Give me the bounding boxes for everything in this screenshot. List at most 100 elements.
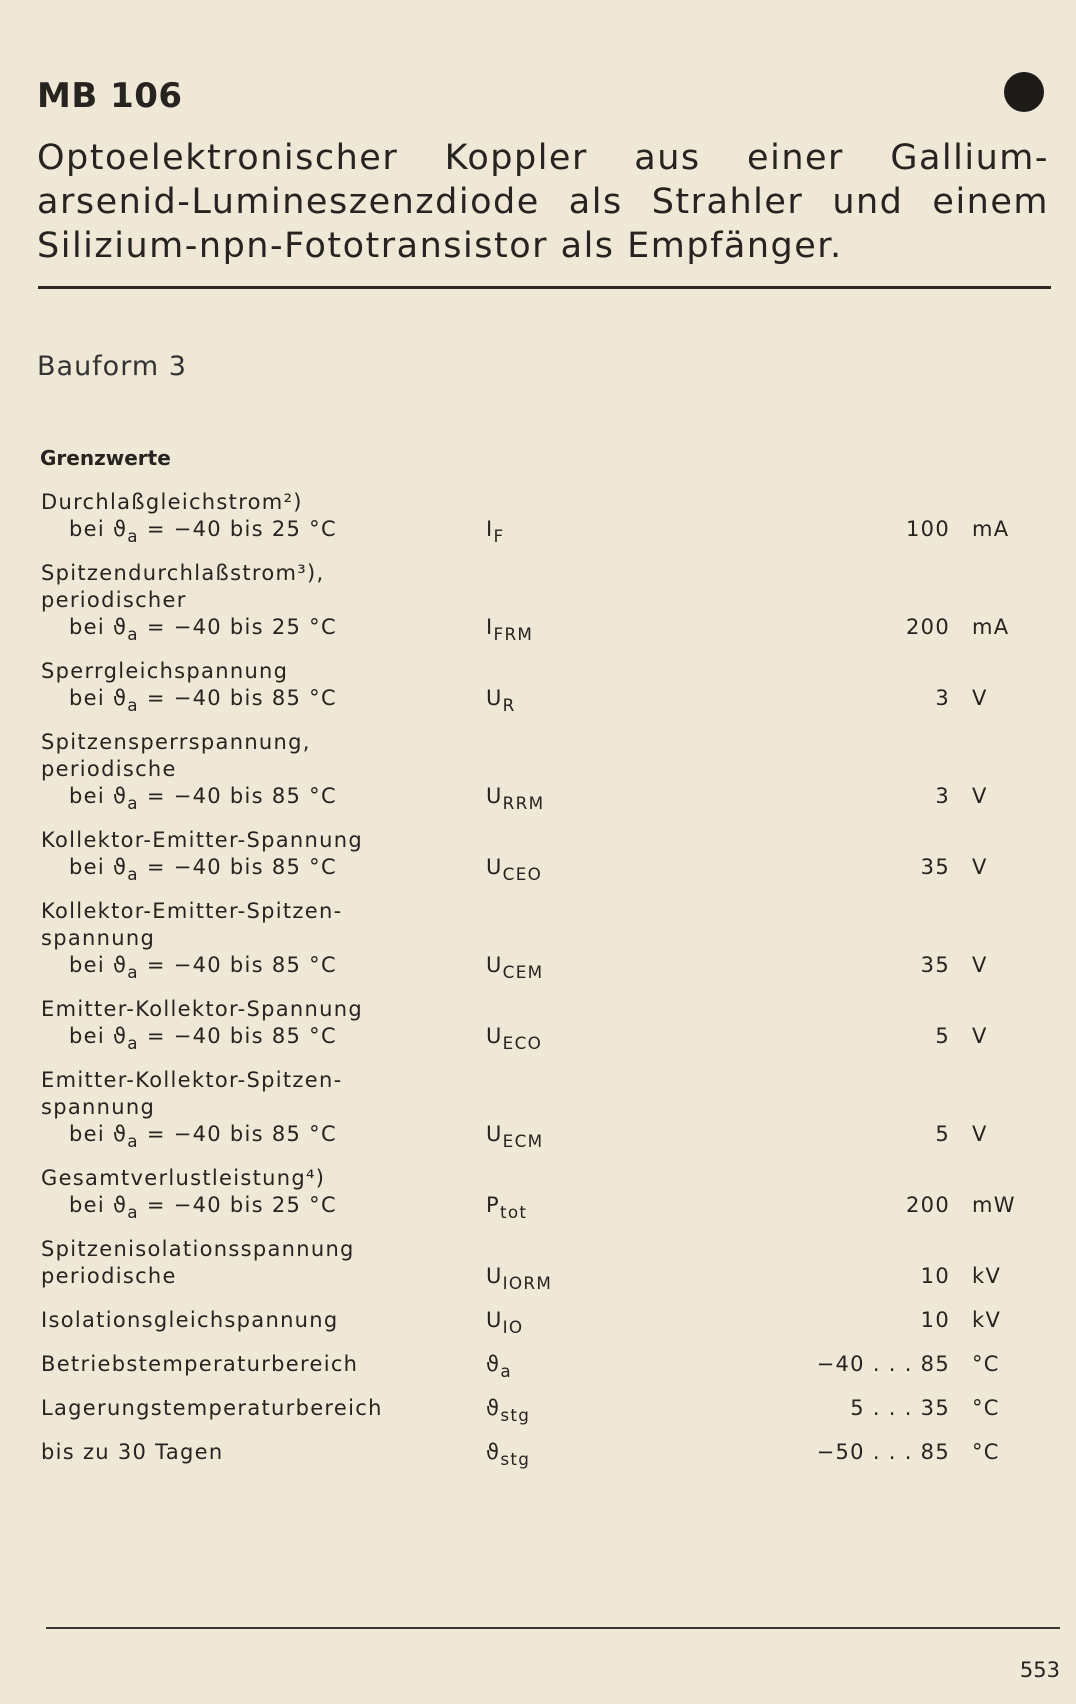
table-row: Spitzenisolationsspannung periodische UIOR… — [41, 1236, 1061, 1293]
parameter-line: Sperrgleichspannung — [41, 659, 289, 683]
condition-text: = −40 bis 85 °C — [138, 953, 337, 977]
symbol-subscript: ECO — [502, 1032, 543, 1053]
value: 35 — [920, 953, 950, 977]
condition: bei ϑa = −40 bis 25 °C — [41, 1192, 486, 1220]
table-row: Gesamtverlustleistung⁴) bei ϑa = −40 bis … — [41, 1165, 1061, 1220]
symbol: UIORM — [486, 1263, 706, 1293]
condition: bei ϑa = −40 bis 85 °C — [41, 1023, 486, 1053]
value: 10 — [920, 1308, 950, 1332]
parameter: Emitter-Kollektor-Spitzen-spannung bei ϑa… — [41, 1067, 486, 1149]
symbol: URRM — [486, 783, 706, 813]
value: 35 — [920, 855, 950, 879]
symbol-subscript: CEO — [502, 863, 543, 884]
parameter: Emitter-Kollektor-Spannung bei ϑa = −40 b… — [41, 996, 486, 1053]
parameter-line: Betriebstemperaturbereich — [41, 1352, 359, 1376]
condition-text: = −40 bis 85 °C — [138, 855, 337, 879]
symbol-main: U — [486, 686, 503, 710]
parameter: Lagerungstemperaturbereich — [41, 1395, 486, 1422]
parameter-line: Isolationsgleichspannung — [41, 1308, 339, 1332]
symbol-subscript: F — [493, 525, 505, 546]
condition-subscript: a — [127, 623, 139, 644]
parameter: Gesamtverlustleistung⁴) bei ϑa = −40 bis … — [41, 1165, 486, 1220]
marker-dot — [1004, 72, 1044, 112]
symbol-subscript: ECM — [502, 1130, 544, 1151]
condition-subscript: a — [127, 863, 139, 884]
table-row: Lagerungstemperaturbereich ϑstg 5 . . . 35… — [41, 1395, 1061, 1425]
symbol-main: I — [486, 517, 494, 541]
symbol-subscript: a — [500, 1360, 512, 1381]
parameter-line: Spitzensperrspannung, — [41, 730, 311, 754]
unit: mA — [972, 517, 1010, 541]
unit: V — [972, 784, 988, 808]
value: −50 . . . 85 — [816, 1440, 950, 1464]
unit: mA — [972, 615, 1010, 639]
table-row: Spitzendurchlaßstrom³), periodischer bei ϑ… — [41, 560, 1061, 644]
symbol-subscript: IO — [502, 1316, 524, 1337]
condition-text: = −40 bis 85 °C — [138, 1122, 337, 1146]
parameter: Durchlaßgleichstrom²) bei ϑa = −40 bis 25… — [41, 489, 486, 546]
condition-text: = −40 bis 85 °C — [138, 784, 337, 808]
parameter-line: Kollektor-Emitter-Spannung — [41, 828, 363, 852]
table: Durchlaßgleichstrom²) bei ϑa = −40 bis 25… — [41, 489, 1061, 1483]
condition-prefix: bei ϑ — [69, 615, 128, 639]
table-row: Isolationsgleichspannung UIO 10 kV — [41, 1307, 1061, 1337]
parameter-line: Emitter-Kollektor-Spitzen- — [41, 1068, 343, 1092]
unit: °C — [972, 1440, 1000, 1464]
condition-prefix: bei ϑ — [69, 1122, 128, 1146]
condition: bei ϑa = −40 bis 25 °C — [41, 614, 486, 644]
condition: bei ϑa = −40 bis 85 °C — [41, 783, 486, 811]
condition-text: = −40 bis 25 °C — [138, 517, 337, 541]
condition: bei ϑa = −40 bis 25 °C — [41, 516, 486, 546]
parameter-line: Spitzendurchlaßstrom³), — [41, 561, 325, 585]
value: 5 . . . 35 — [850, 1396, 950, 1420]
parameter-line: Kollektor-Emitter-Spitzen- — [41, 899, 343, 923]
value: 3 — [935, 784, 950, 808]
symbol-subscript: IORM — [502, 1272, 553, 1293]
symbol-main: U — [486, 1024, 503, 1048]
symbol-subscript: RRM — [502, 792, 545, 813]
condition: bei ϑa = −40 bis 85 °C — [41, 854, 486, 884]
rule — [38, 286, 1051, 289]
symbol-main: ϑ — [486, 1352, 501, 1376]
condition-prefix: bei ϑ — [69, 784, 128, 808]
condition-prefix: bei ϑ — [69, 1193, 128, 1217]
value: 200 — [906, 615, 950, 639]
symbol-subscript: R — [502, 694, 516, 715]
symbol-subscript: stg — [500, 1404, 531, 1425]
symbol: UIO — [486, 1307, 706, 1337]
symbol-main: U — [486, 1264, 503, 1288]
symbol-main: U — [486, 1122, 503, 1146]
symbol-main: U — [486, 855, 503, 879]
table-row: Emitter-Kollektor-Spitzen-spannung bei ϑa… — [41, 1067, 1061, 1151]
condition: bei ϑa = −40 bis 85 °C — [41, 952, 486, 982]
parameter-line: Spitzenisolationsspannung — [41, 1237, 355, 1261]
symbol: UECM — [486, 1121, 706, 1151]
parameter-line: periodischer — [41, 588, 187, 612]
symbol: IF — [486, 516, 706, 546]
symbol: UCEO — [486, 854, 706, 884]
unit: V — [972, 855, 988, 879]
table-row: bis zu 30 Tagen ϑstg −50 . . . 85 °C — [41, 1439, 1061, 1467]
parameter-line: spannung — [41, 926, 156, 950]
condition-subscript: a — [127, 525, 139, 546]
condition-prefix: bei ϑ — [69, 1024, 128, 1048]
table-row: Betriebstemperaturbereich ϑa −40 . . . 85 °… — [41, 1351, 1061, 1381]
condition-text: = −40 bis 85 °C — [138, 1024, 337, 1048]
condition-text: = −40 bis 25 °C — [138, 615, 337, 639]
parameter-line: Lagerungstemperaturbereich — [41, 1396, 383, 1420]
condition-subscript: a — [127, 961, 139, 982]
description-line: Optoelektronischer Koppler aus einer Gal… — [37, 138, 1049, 178]
symbol: Ptot — [486, 1192, 706, 1220]
condition-subscript: a — [127, 1032, 139, 1053]
parameter: Spitzenisolationsspannung periodische — [41, 1236, 486, 1290]
table-row: Emitter-Kollektor-Spannung bei ϑa = −40 b… — [41, 996, 1061, 1053]
condition-subscript: a — [127, 694, 139, 715]
parameter: Betriebstemperaturbereich — [41, 1351, 486, 1378]
parameter: Isolationsgleichspannung — [41, 1307, 486, 1334]
symbol-main: U — [486, 1308, 503, 1332]
parameter: bis zu 30 Tagen — [41, 1439, 486, 1466]
unit: V — [972, 686, 988, 710]
symbol: UR — [486, 685, 706, 715]
condition: bei ϑa = −40 bis 85 °C — [41, 1121, 486, 1149]
parameter: Spitzensperrspannung, periodische bei ϑa =… — [41, 729, 486, 811]
